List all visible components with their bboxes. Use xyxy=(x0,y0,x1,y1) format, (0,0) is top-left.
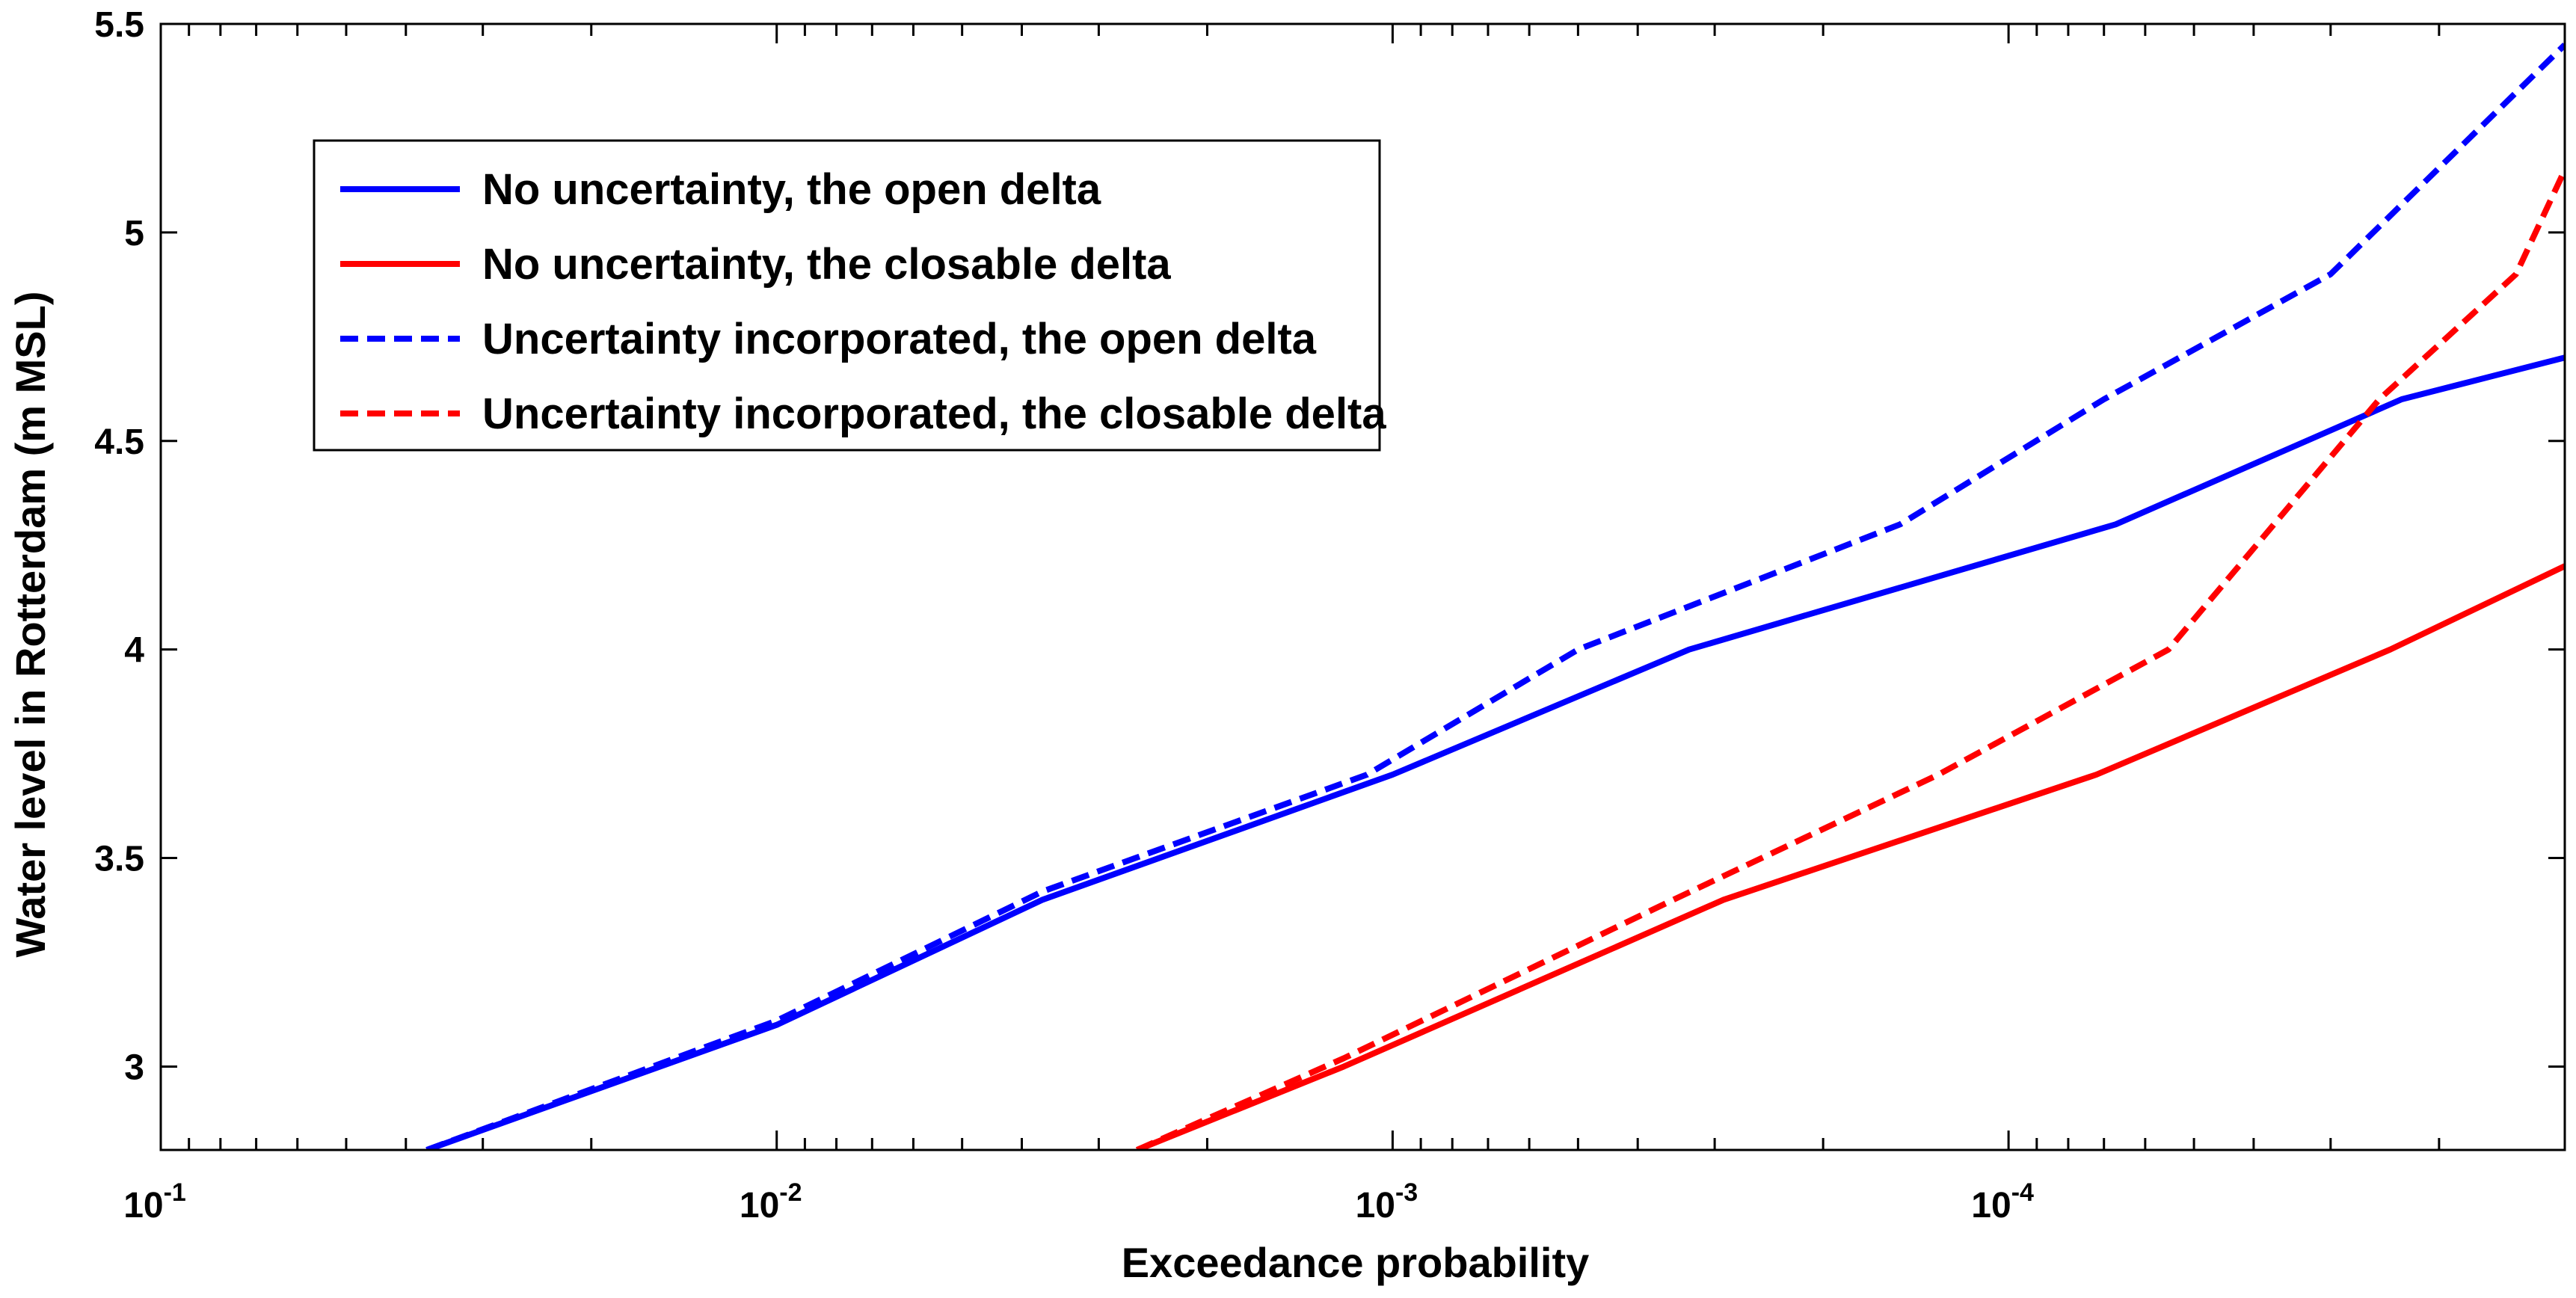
y-tick-label: 3 xyxy=(124,1048,144,1087)
x-tick-label-exponent: -1 xyxy=(164,1178,186,1207)
x-tick-label-base: 10 xyxy=(123,1186,163,1225)
series-line xyxy=(425,354,2565,1150)
y-tick-label: 5 xyxy=(124,214,144,253)
y-tick-label: 3.5 xyxy=(94,840,144,879)
y-tick-label: 4 xyxy=(124,631,144,671)
x-tick-label: 10-4 xyxy=(1971,1178,2034,1225)
x-axis: 10-1 10-2 10-3 10-4 xyxy=(123,24,2034,1225)
minor-ticks xyxy=(188,24,2441,1150)
series-line xyxy=(1135,168,2565,1150)
series-clip-group xyxy=(425,43,2565,1150)
series-layer xyxy=(425,43,2565,1150)
legend-box xyxy=(313,139,1381,452)
legend: No uncertainty, the open delta No uncerta… xyxy=(313,139,1386,452)
x-tick-label-exponent: -3 xyxy=(1395,1178,1418,1207)
legend-label: No uncertainty, the open delta xyxy=(482,165,1101,214)
legend-entries: No uncertainty, the open delta No uncerta… xyxy=(340,165,1386,438)
series-line xyxy=(1136,563,2565,1150)
y-axis: 3 3.5 4 4.5 5 5.5 xyxy=(94,5,2565,1087)
legend-label: No uncertainty, the closable delta xyxy=(482,240,1171,289)
x-tick-label: 10-3 xyxy=(1356,1178,1418,1225)
legend-label: Uncertainty incorporated, the closable d… xyxy=(482,390,1386,438)
x-tick-label-exponent: -2 xyxy=(779,1178,802,1207)
plot-frame xyxy=(159,22,2566,1151)
x-tick-label: 10-1 xyxy=(123,1178,186,1225)
x-axis-label: Exceedance probability xyxy=(1122,1239,1590,1286)
y-tick-label: 4.5 xyxy=(94,422,144,462)
x-tick-label: 10-2 xyxy=(740,1178,802,1225)
x-tick-label-base: 10 xyxy=(1971,1186,2011,1225)
y-axis-label: Water level in Rotterdam (m MSL) xyxy=(7,292,54,958)
x-tick-label-exponent: -4 xyxy=(2011,1178,2034,1207)
x-tick-label-base: 10 xyxy=(740,1186,779,1225)
y-tick-label: 5.5 xyxy=(94,5,144,45)
legend-label: Uncertainty incorporated, the open delta xyxy=(482,315,1317,363)
x-tick-label-base: 10 xyxy=(1356,1186,1395,1225)
series-line xyxy=(425,43,2565,1150)
